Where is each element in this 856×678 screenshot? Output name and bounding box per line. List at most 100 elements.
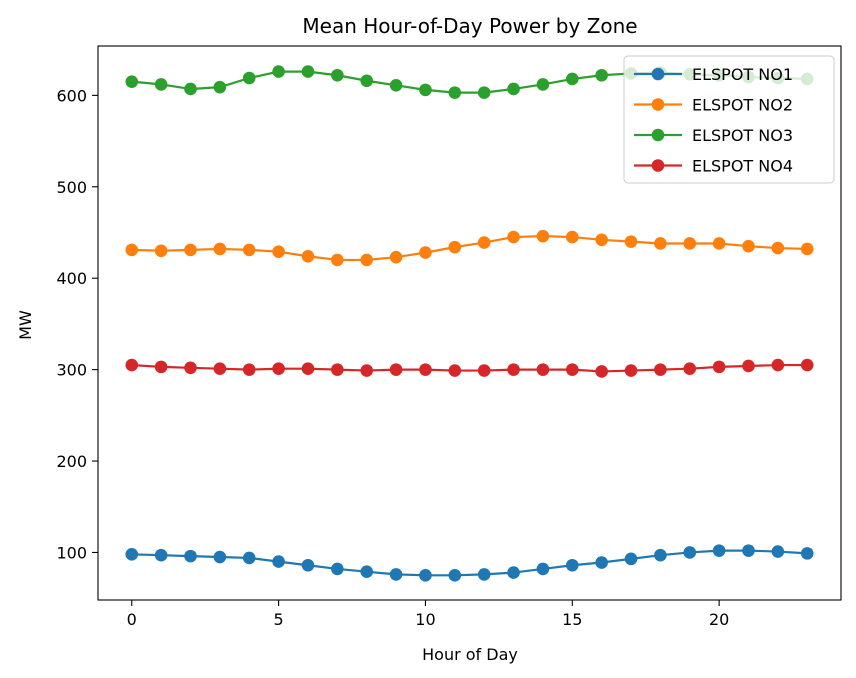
series-2 xyxy=(125,229,814,267)
data-point xyxy=(419,83,432,97)
data-point xyxy=(331,253,344,267)
data-point xyxy=(800,358,814,372)
legend-label: ELSPOT NO4 xyxy=(692,157,793,176)
data-point xyxy=(742,239,755,253)
data-point xyxy=(242,243,256,257)
data-point xyxy=(712,360,726,374)
data-point xyxy=(565,230,579,244)
legend-label: ELSPOT NO1 xyxy=(692,65,793,84)
x-tick-label: 0 xyxy=(127,610,137,629)
data-point xyxy=(624,552,638,566)
data-point xyxy=(683,546,697,559)
data-point xyxy=(800,242,814,256)
data-point xyxy=(301,558,315,572)
y-tick-label: 600 xyxy=(56,86,87,105)
x-tick-label: 5 xyxy=(274,610,284,629)
data-point xyxy=(242,71,256,85)
data-point xyxy=(184,243,197,257)
data-point xyxy=(536,78,550,91)
data-point xyxy=(507,363,520,376)
data-point xyxy=(712,544,726,557)
legend-item: ELSPOT NO4 xyxy=(634,157,793,176)
data-point xyxy=(507,566,520,579)
series-1 xyxy=(125,544,814,582)
data-point xyxy=(771,358,785,372)
data-point xyxy=(477,568,491,581)
data-point xyxy=(272,65,285,78)
data-point xyxy=(507,82,520,96)
y-tick-label: 300 xyxy=(56,361,87,380)
legend-marker xyxy=(651,98,665,111)
data-point xyxy=(213,550,227,564)
x-tick-label: 20 xyxy=(709,610,729,629)
data-point xyxy=(595,365,608,378)
data-point xyxy=(507,230,520,244)
data-point xyxy=(536,562,550,576)
data-point xyxy=(771,545,785,558)
data-point xyxy=(448,240,462,254)
data-point xyxy=(477,236,491,249)
y-tick-label: 100 xyxy=(56,543,87,562)
x-axis-label: Hour of Day xyxy=(422,645,518,664)
axes: 0 5 10 15 20 100 200 300 400 500 600 xyxy=(56,45,842,629)
data-point xyxy=(448,86,462,99)
y-tick-label: 500 xyxy=(56,178,87,197)
data-point xyxy=(213,80,227,94)
data-point xyxy=(654,237,667,250)
data-point xyxy=(184,361,197,375)
chart-title: Mean Hour-of-Day Power by Zone xyxy=(302,14,637,38)
legend-label: ELSPOT NO2 xyxy=(692,96,793,115)
data-point xyxy=(125,547,139,561)
data-point xyxy=(272,555,285,568)
data-point xyxy=(242,363,256,376)
data-point xyxy=(154,78,168,91)
x-tick-label: 15 xyxy=(562,610,582,629)
data-point xyxy=(654,363,667,376)
data-point xyxy=(184,549,197,563)
data-point xyxy=(360,253,374,267)
legend-item: ELSPOT NO3 xyxy=(634,126,793,145)
data-point xyxy=(742,359,755,373)
y-tick-label: 400 xyxy=(56,269,87,288)
data-point xyxy=(712,237,726,250)
data-point xyxy=(595,556,608,569)
data-point xyxy=(419,363,432,376)
data-point xyxy=(184,82,197,96)
plot-frame xyxy=(97,45,842,601)
legend-marker xyxy=(651,67,665,81)
data-point xyxy=(448,569,462,582)
data-point xyxy=(389,363,403,376)
data-point xyxy=(683,362,697,376)
data-point xyxy=(536,229,550,243)
data-point xyxy=(272,245,285,258)
data-point xyxy=(360,364,374,377)
data-point xyxy=(154,244,168,258)
data-point xyxy=(125,243,139,257)
legend-item: ELSPOT NO2 xyxy=(634,96,793,115)
data-point xyxy=(654,548,667,562)
legend-box xyxy=(623,55,835,184)
data-point xyxy=(565,363,579,376)
data-point xyxy=(595,233,608,247)
data-point xyxy=(360,74,374,88)
data-point xyxy=(242,551,256,565)
legend-label: ELSPOT NO3 xyxy=(692,126,793,145)
data-point xyxy=(624,235,638,248)
series-4 xyxy=(125,358,814,378)
data-point xyxy=(331,562,344,576)
y-tick-label: 200 xyxy=(56,452,87,471)
data-point xyxy=(389,250,403,264)
data-point xyxy=(800,547,814,560)
data-point xyxy=(477,364,491,377)
legend-marker xyxy=(651,128,665,142)
series-line xyxy=(131,549,808,577)
data-point xyxy=(301,249,315,263)
data-point xyxy=(595,68,608,82)
data-point xyxy=(742,544,755,557)
data-point xyxy=(565,72,579,86)
data-point xyxy=(683,237,697,250)
data-point xyxy=(331,68,344,82)
data-point xyxy=(154,360,168,374)
data-point xyxy=(213,362,227,376)
